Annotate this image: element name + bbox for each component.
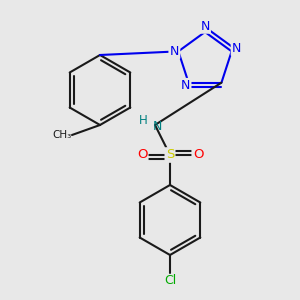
Text: O: O <box>137 148 147 161</box>
Text: S: S <box>166 148 174 161</box>
Text: H: H <box>139 113 147 127</box>
Text: CH₃: CH₃ <box>52 130 72 140</box>
Text: N: N <box>232 42 241 55</box>
Text: N: N <box>200 20 210 32</box>
Text: N: N <box>152 121 162 134</box>
Text: O: O <box>193 148 203 161</box>
Text: N: N <box>170 45 179 58</box>
Text: Cl: Cl <box>164 274 176 287</box>
Text: N: N <box>181 79 190 92</box>
